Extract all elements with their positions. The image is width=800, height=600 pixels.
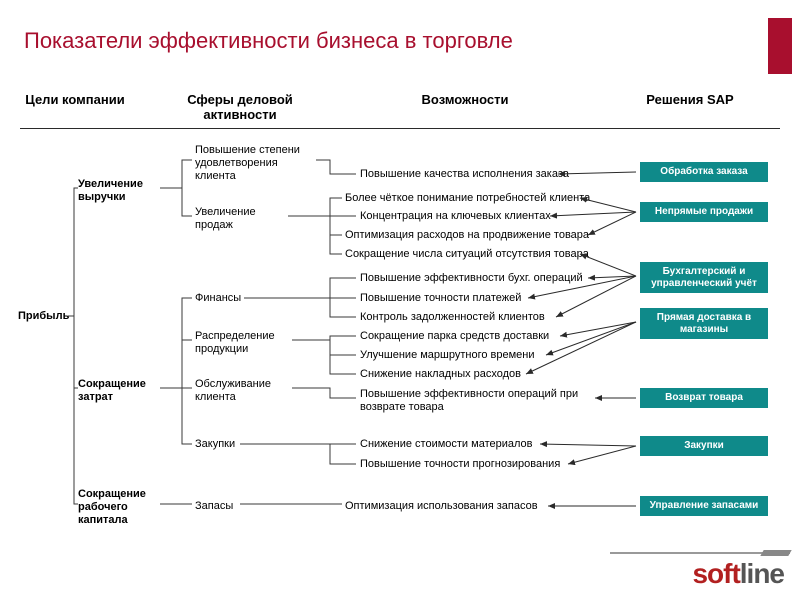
opp-3: Концентрация на ключевых клиентах [360,210,551,223]
sphere-service: Обслуживание клиента [195,378,295,404]
opp-11: Снижение накладных расходов [360,368,521,381]
solution-order: Обработка заказа [640,162,768,182]
col-goals: Цели компании [0,92,150,122]
solution-return: Возврат товара [640,388,768,408]
sphere-stock: Запасы [195,500,275,513]
opp-12: Повышение эффективности операций при воз… [360,388,590,414]
softline-logo: softline [692,558,784,590]
logo-part2: line [740,558,784,589]
opp-1: Повышение качества исполнения заказа [360,168,569,181]
goal-costs: Сокращение затрат [78,378,168,404]
sphere-finance: Финансы [195,292,275,305]
solution-inventory: Управление запасами [640,496,768,516]
opp-2: Более чёткое понимание потребностей клие… [345,192,590,205]
opp-8: Контроль задолженностей клиентов [360,311,545,324]
opp-6: Повышение эффективности бухг. операций [360,272,583,285]
sphere-satisfaction: Повышение степени удовлетворения клиента [195,144,315,184]
logo-part1: soft [692,558,739,589]
sphere-sales: Увеличение продаж [195,206,295,232]
sphere-distribution: Распределение продукции [195,330,295,356]
sphere-purchasing: Закупки [195,438,275,451]
opp-9: Сокращение парка средств доставки [360,330,549,343]
opp-13: Снижение стоимости материалов [360,438,532,451]
page-title: Показатели эффективности бизнеса в торго… [24,28,513,54]
header-rule [20,128,780,129]
solution-accounting: Бухгалтерский и управленческий учёт [640,262,768,293]
solution-purchasing: Закупки [640,436,768,456]
goal-root: Прибыль [18,310,69,323]
opp-10: Улучшение маршрутного времени [360,349,535,362]
opp-5: Сокращение числа ситуаций отсутствия тов… [345,248,589,261]
solution-delivery: Прямая доставка в магазины [640,308,768,339]
column-headers: Цели компании Сферы деловой активности В… [0,92,800,122]
logo-divider [610,552,790,554]
col-spheres: Сферы деловой активности [150,92,330,122]
opp-14: Повышение точности прогнозирования [360,458,560,471]
accent-bar [768,18,792,74]
goal-capital: Сокращение рабочего капитала [78,488,168,528]
col-solutions: Решения SAP [600,92,780,122]
goal-revenue: Увеличение выручки [78,178,158,204]
opp-4: Оптимизация расходов на продвижение това… [345,229,589,242]
col-opps: Возможности [330,92,600,122]
opp-15: Оптимизация использования запасов [345,500,538,513]
solution-sales: Непрямые продажи [640,202,768,222]
opp-7: Повышение точности платежей [360,292,521,305]
